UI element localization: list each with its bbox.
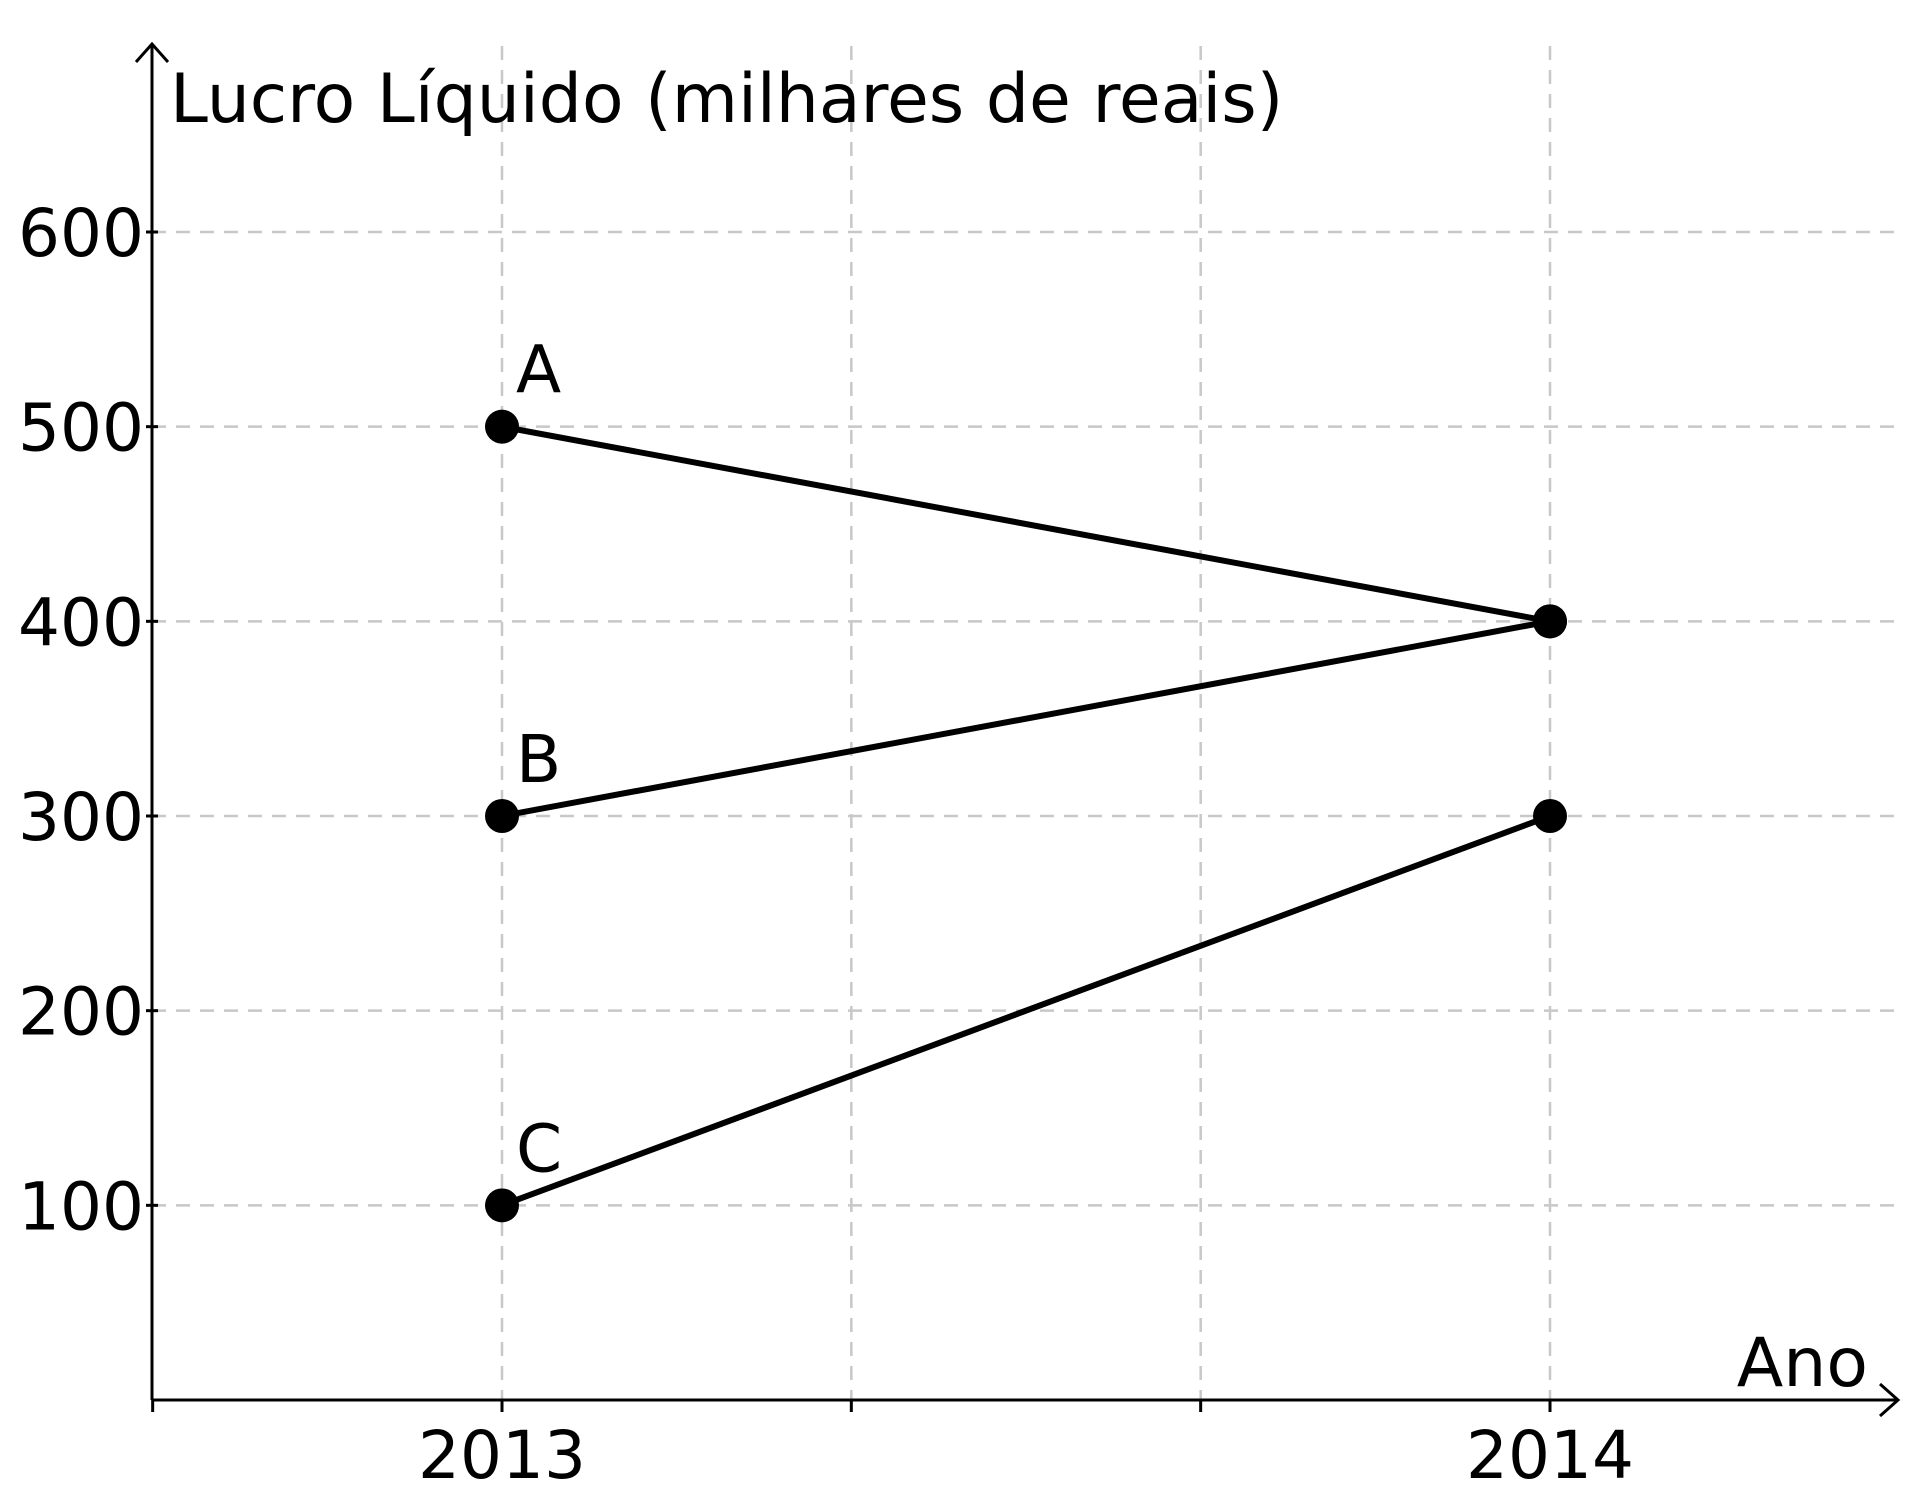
y-tick-label: 400 — [18, 584, 144, 661]
y-tick-label: 100 — [18, 1168, 144, 1245]
series-labels: A B C — [516, 332, 562, 1188]
series-line-c — [500, 813, 1552, 1209]
axes — [134, 41, 1901, 1418]
grid-lines — [152, 46, 1898, 1400]
data-point-b — [1533, 604, 1567, 639]
series-label-c: C — [516, 1110, 562, 1187]
series-label-b: B — [516, 721, 561, 798]
x-tick-labels: 2013 2014 — [418, 1417, 1634, 1494]
y-tick-label: 500 — [18, 390, 144, 467]
y-tick-label: 300 — [18, 779, 144, 856]
data-point-c — [1533, 799, 1567, 833]
y-tick-label: 200 — [18, 974, 144, 1051]
series-line-b — [501, 618, 1551, 819]
x-axis-title: Ano — [1737, 1324, 1868, 1403]
x-tick-label: 2014 — [1466, 1417, 1634, 1494]
data-point-b — [485, 799, 519, 833]
x-tick-label: 2013 — [418, 1417, 586, 1494]
y-axis-title: Lucro Líquido (milhares de reais) — [170, 60, 1283, 139]
x-axis-arrow-icon — [1879, 1382, 1901, 1418]
tick-marks — [146, 230, 1552, 1412]
series-label-a: A — [516, 332, 561, 409]
y-axis-arrow-icon — [134, 41, 170, 63]
y-tick-label: 600 — [18, 195, 144, 272]
data-point-c — [485, 1188, 519, 1223]
series-line-a — [501, 423, 1551, 625]
series-lines — [500, 423, 1552, 1209]
data-point-a — [485, 409, 519, 444]
y-tick-labels: 100 200 300 400 500 600 — [18, 195, 144, 1245]
data-points — [485, 409, 1567, 1223]
